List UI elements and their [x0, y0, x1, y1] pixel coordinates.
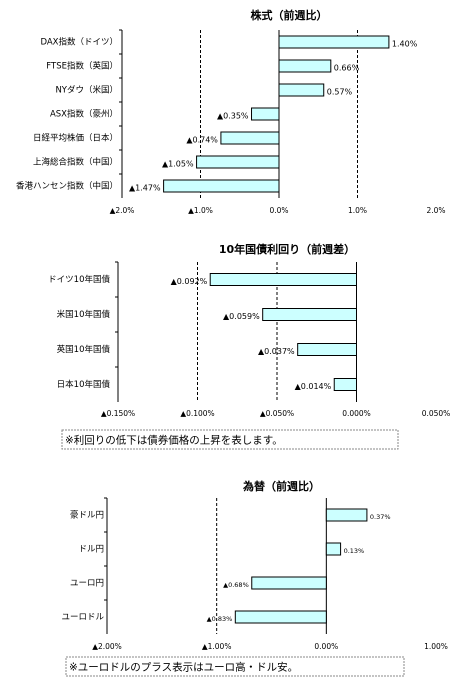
- bar: [262, 308, 357, 321]
- x-tick-label: ▲0.150%: [101, 409, 135, 418]
- value-label: ▲0.037%: [258, 347, 295, 356]
- bar: [325, 542, 342, 556]
- category-label: 日本10年国債: [57, 379, 111, 390]
- x-tick-label: 0.0%: [269, 206, 288, 215]
- bar: [278, 83, 325, 97]
- value-label: ▲0.83%: [207, 615, 233, 623]
- value-label: 0.37%: [370, 513, 391, 521]
- category-label: 英国10年国債: [57, 344, 111, 355]
- x-tick-label: 0.000%: [342, 409, 371, 418]
- bar: [297, 343, 358, 356]
- value-label: ▲0.35%: [217, 112, 249, 121]
- chart-title: 10年国債利回り（前週差）: [219, 242, 355, 256]
- x-tick-label: ▲2.00%: [92, 642, 122, 651]
- category-label: 香港ハンセン指数（中国）: [16, 181, 118, 192]
- value-label: ▲0.014%: [295, 382, 332, 391]
- x-tick-label: 2.0%: [426, 206, 445, 215]
- value-label: 1.40%: [392, 40, 418, 49]
- bar: [209, 273, 357, 286]
- category-label: 米国10年国債: [57, 309, 111, 320]
- chart-title: 株式（前週比）: [251, 8, 328, 22]
- category-label: ドイツ10年国債: [48, 274, 110, 285]
- bar: [278, 59, 332, 73]
- x-tick-label: 0.00%: [314, 642, 338, 651]
- bar: [220, 131, 280, 145]
- value-label: 0.57%: [327, 88, 353, 97]
- value-label: ▲1.05%: [162, 160, 194, 169]
- value-label: 0.66%: [334, 64, 360, 73]
- x-tick-label: ▲2.0%: [110, 206, 135, 215]
- x-tick-label: 1.0%: [348, 206, 367, 215]
- category-label: ユーロ円: [70, 579, 104, 589]
- category-label: ASX指数（豪州）: [50, 109, 118, 120]
- note: ※ユーロドルのプラス表示はユーロ高・ドル安。: [69, 661, 298, 674]
- bar: [251, 107, 280, 121]
- category-label: 豪ドル円: [70, 510, 104, 521]
- x-tick-label: ▲1.0%: [188, 206, 213, 215]
- category-label: 日経平均株価（日本）: [33, 133, 118, 144]
- value-label: 0.13%: [344, 547, 365, 555]
- value-label: ▲0.092%: [171, 277, 208, 286]
- value-label: ▲0.059%: [223, 312, 260, 321]
- category-label: 上海総合指数（中国）: [33, 157, 118, 168]
- category-label: DAX指数（ドイツ）: [40, 37, 118, 48]
- bar: [333, 378, 357, 391]
- chart-title: 為替（前週比）: [243, 479, 320, 493]
- category-label: FTSE指数（英国）: [46, 61, 118, 72]
- x-tick-label: 0.050%: [422, 409, 451, 418]
- bar: [251, 576, 327, 590]
- category-label: ドル円: [78, 545, 104, 555]
- bar: [325, 508, 368, 522]
- value-label: ▲1.47%: [129, 184, 161, 193]
- note-box: [65, 656, 405, 677]
- bar: [234, 610, 327, 624]
- bar: [163, 179, 280, 193]
- x-tick-label: 1.00%: [424, 642, 448, 651]
- value-label: ▲0.68%: [223, 581, 249, 589]
- category-label: NYダウ（米国）: [55, 85, 118, 96]
- x-tick-label: ▲0.100%: [180, 409, 214, 418]
- bar: [196, 155, 280, 169]
- note: ※利回りの低下は債券価格の上昇を表します。: [65, 434, 283, 447]
- category-label: ユーロドル: [61, 613, 104, 623]
- x-tick-label: ▲1.00%: [202, 642, 232, 651]
- bar: [278, 35, 390, 49]
- note-box: [61, 429, 399, 450]
- value-label: ▲0.74%: [186, 136, 218, 145]
- x-tick-label: ▲0.050%: [260, 409, 294, 418]
